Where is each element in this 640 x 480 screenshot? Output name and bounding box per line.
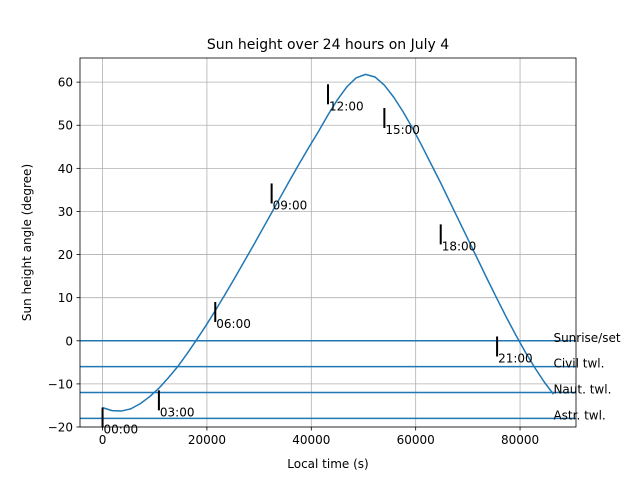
time-marker-label: 06:00 (216, 317, 251, 331)
y-tick-label: 40 (58, 162, 73, 176)
y-tick-label: 60 (58, 76, 73, 90)
time-markers: 00:00 03:00 06:00 09:00 12:00 15:00 18:00 21:00 (101, 84, 533, 437)
time-marker-label: 09:00 (273, 198, 308, 212)
threshold-label: Astr. twl. (553, 408, 605, 422)
y-tick-label: 0 (65, 334, 73, 348)
y-tick-label: 30 (58, 205, 73, 219)
chart-title: Sun height over 24 hours on July 4 (207, 37, 449, 53)
x-tick-label: 80000 (501, 433, 539, 447)
time-marker-label: 21:00 (498, 351, 533, 365)
threshold-label: Sunrise/set (553, 331, 620, 345)
grid (80, 58, 576, 428)
sun-height-line (102, 73, 555, 412)
y-axis-label: Sun height angle (degree) (20, 164, 34, 321)
y-tick-label: 50 (58, 119, 73, 133)
plot-frame (79, 57, 577, 428)
threshold-label: Civil twl. (553, 357, 604, 371)
axis-ticks: 0 20000 40000 60000 80000 −20 −10 0 10 20 30 40 50 60 (48, 76, 539, 447)
y-tick-label: −10 (48, 377, 73, 391)
y-tick-label: 20 (58, 248, 73, 262)
y-tick-label: −20 (48, 421, 73, 435)
time-marker-label: 03:00 (160, 405, 195, 419)
time-marker-label: 12:00 (329, 99, 364, 113)
time-marker-label: 15:00 (385, 123, 420, 137)
x-axis-label: Local time (s) (287, 457, 368, 471)
series-lines (102, 73, 555, 412)
time-marker-label: 18:00 (442, 239, 477, 253)
x-tick-label: 40000 (292, 433, 330, 447)
time-marker-label: 00:00 (104, 423, 139, 437)
threshold-lines: Sunrise/set Civil twl. Naut. twl. Astr. twl… (80, 331, 621, 422)
x-tick-label: 0 (99, 433, 107, 447)
x-tick-label: 20000 (188, 433, 226, 447)
threshold-label: Naut. twl. (553, 383, 611, 397)
x-tick-label: 60000 (397, 433, 435, 447)
y-tick-label: 10 (58, 291, 73, 305)
